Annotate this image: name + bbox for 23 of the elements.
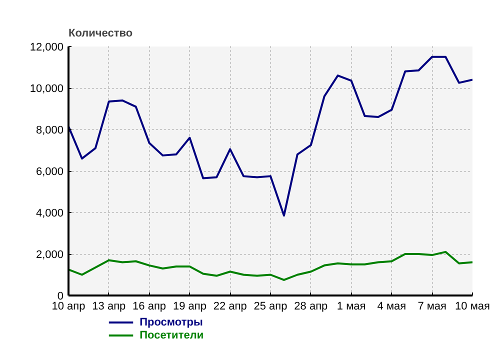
- y-tick-label: 10,000: [30, 83, 64, 95]
- y-tick-label: 0: [57, 290, 64, 302]
- y-tick-label: 2,000: [36, 249, 64, 261]
- line-series: [68, 56, 472, 217]
- x-tick-label: 10 апр: [52, 300, 86, 312]
- y-axis-title: Количество: [68, 28, 133, 40]
- y-tick-label: 12,000: [30, 42, 64, 54]
- x-tick-label: 10 мая: [455, 300, 490, 312]
- x-tick-label: 19 апр: [172, 300, 206, 312]
- y-tick-label: 8,000: [36, 124, 64, 136]
- x-tick-label: 16 апр: [132, 300, 166, 312]
- x-tick-label: 28 апр: [294, 300, 328, 312]
- legend-label: Посетители: [140, 330, 204, 342]
- y-tick-label: 6,000: [36, 166, 64, 178]
- x-tick-label: 25 апр: [254, 300, 288, 312]
- y-tick-label: 4,000: [36, 208, 64, 220]
- x-tick-label: 13 апр: [92, 300, 126, 312]
- x-tick-label: 4 мая: [377, 300, 406, 312]
- legend-label: Просмотры: [140, 316, 203, 328]
- x-tick-label: 1 мая: [336, 300, 366, 312]
- x-tick-label: 22 апр: [213, 300, 247, 312]
- line-series: [68, 250, 472, 281]
- x-tick-label: 7 мая: [418, 300, 447, 312]
